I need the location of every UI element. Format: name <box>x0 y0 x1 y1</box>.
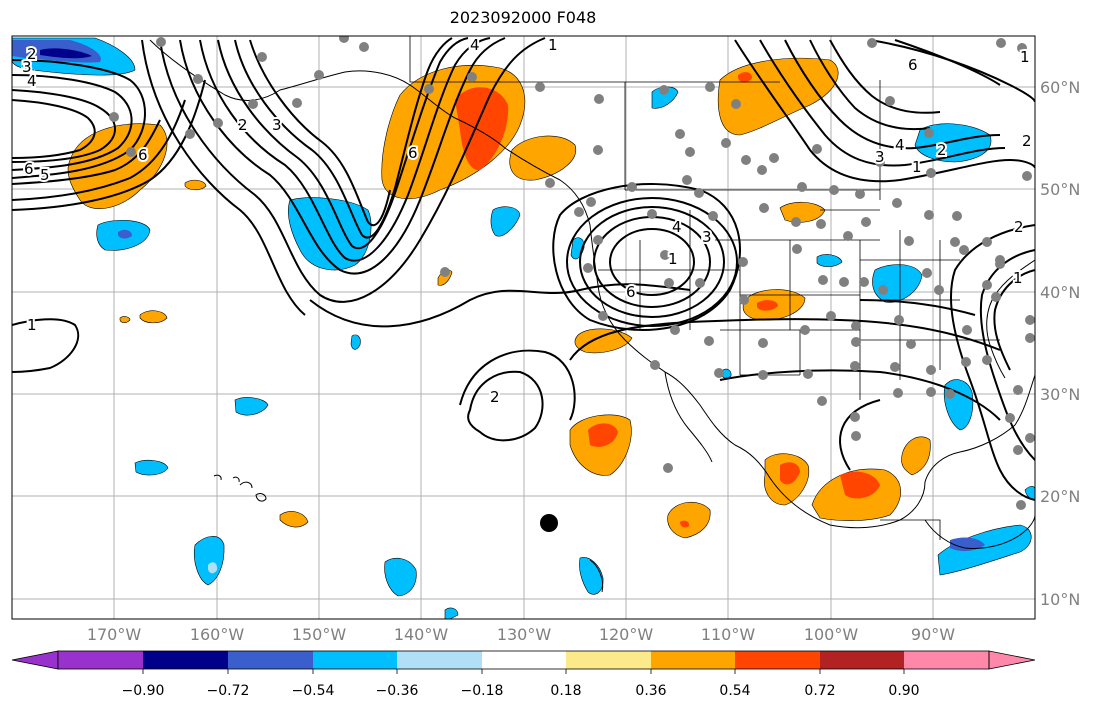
latitude-labels: 60°N 50°N 40°N 30°N 20°N 10°N <box>1040 78 1080 609</box>
colorbar-tick-label: −0.90 <box>122 683 165 699</box>
colorbar-swatch <box>651 651 735 669</box>
contour-label: 5 <box>40 166 50 184</box>
lon-label: 140°W <box>394 625 449 644</box>
contour-label: 3 <box>875 148 885 166</box>
contour-label: 6 <box>908 56 918 74</box>
colorbar-swatch <box>904 651 989 669</box>
contour-label: 1 <box>1020 48 1030 66</box>
coastlines <box>149 39 1035 593</box>
contour-label: 2 <box>937 141 947 159</box>
colorbar-tick-label: 0.18 <box>550 683 581 699</box>
longitude-labels: 170°W 160°W 150°W 140°W 130°W 120°W 110°… <box>87 625 955 644</box>
lat-label: 60°N <box>1040 78 1080 97</box>
colorbar-swatch <box>566 651 651 669</box>
lon-label: 120°W <box>599 625 654 644</box>
contour-lines <box>12 37 1035 501</box>
colorbar-max-extend <box>988 650 1036 670</box>
contour-label: 6 <box>626 283 636 301</box>
contour-label: 2 <box>1014 218 1024 236</box>
colorbar-tick-label: 0.90 <box>888 683 919 699</box>
contour-label: 6 <box>138 146 148 164</box>
contour-label: 6 <box>408 144 418 162</box>
lon-label: 130°W <box>497 625 552 644</box>
colorbar-swatch <box>58 651 143 669</box>
contour-label: 4 <box>895 136 905 154</box>
contour-label: 1 <box>548 36 558 54</box>
colorbar-tick-label: 0.72 <box>804 683 835 699</box>
colorbar-min-extend <box>11 650 59 670</box>
colorbar-swatch <box>735 651 820 669</box>
contour-label: 1 <box>668 250 678 268</box>
colorbar-tick-label: −0.54 <box>292 683 335 699</box>
colorbar: −0.90 −0.72 −0.54 −0.36 −0.18 0.18 0.36 … <box>11 650 1036 699</box>
colorbar-swatch <box>397 651 482 669</box>
contour-label: 4 <box>470 36 480 54</box>
colorbar-swatch <box>820 651 904 669</box>
contour-label: 2 <box>490 388 500 406</box>
contour-label: 4 <box>672 218 682 236</box>
colorbar-tick-label: −0.72 <box>207 683 250 699</box>
map-frame <box>11 35 1036 620</box>
colorbar-tick-label: −0.36 <box>376 683 419 699</box>
lat-label: 40°N <box>1040 283 1080 302</box>
lon-label: 170°W <box>87 625 142 644</box>
colorbar-swatch <box>313 651 397 669</box>
contour-label: 2 <box>27 45 37 63</box>
lon-label: 100°W <box>804 625 859 644</box>
lat-label: 20°N <box>1040 487 1080 506</box>
storm-marker <box>540 514 558 532</box>
strong-positive-cores <box>455 72 880 528</box>
admin-boundaries <box>409 36 1000 540</box>
contour-label: 1 <box>1013 269 1023 287</box>
contour-label: 1 <box>912 158 922 176</box>
contour-label: 4 <box>27 72 37 90</box>
colorbar-swatch <box>228 651 313 669</box>
contour-label: 2 <box>1022 132 1032 150</box>
colorbar-outline <box>57 650 990 670</box>
colorbar-swatch <box>143 651 228 669</box>
colorbar-tick-label: 0.36 <box>635 683 666 699</box>
contour-label: 2 <box>238 116 248 134</box>
contour-label: 6 <box>24 160 34 178</box>
contour-label: 3 <box>22 58 32 76</box>
contour-label: 1 <box>27 316 37 334</box>
lon-label: 160°W <box>190 625 245 644</box>
map-title: 2023092000 F048 <box>449 8 597 27</box>
lon-label: 90°W <box>911 625 955 644</box>
colorbar-tick-label: 0.54 <box>719 683 750 699</box>
lon-label: 110°W <box>701 625 756 644</box>
lon-label: 150°W <box>292 625 347 644</box>
lat-label: 10°N <box>1040 590 1080 609</box>
station-markers <box>109 36 1035 510</box>
colorbar-tick-label: −0.18 <box>461 683 504 699</box>
gridlines <box>12 36 1035 619</box>
colorbar-swatch <box>482 651 566 669</box>
contour-label: 3 <box>702 228 712 246</box>
contour-label: 3 <box>272 116 282 134</box>
lat-label: 30°N <box>1040 385 1080 404</box>
lat-label: 50°N <box>1040 180 1080 199</box>
strong-negative-cores <box>12 40 985 574</box>
contour-labels: 2 3 4 6 5 4 1 6 3 6 4 3 2 1 6 4 3 2 1 2 … <box>20 36 1034 408</box>
